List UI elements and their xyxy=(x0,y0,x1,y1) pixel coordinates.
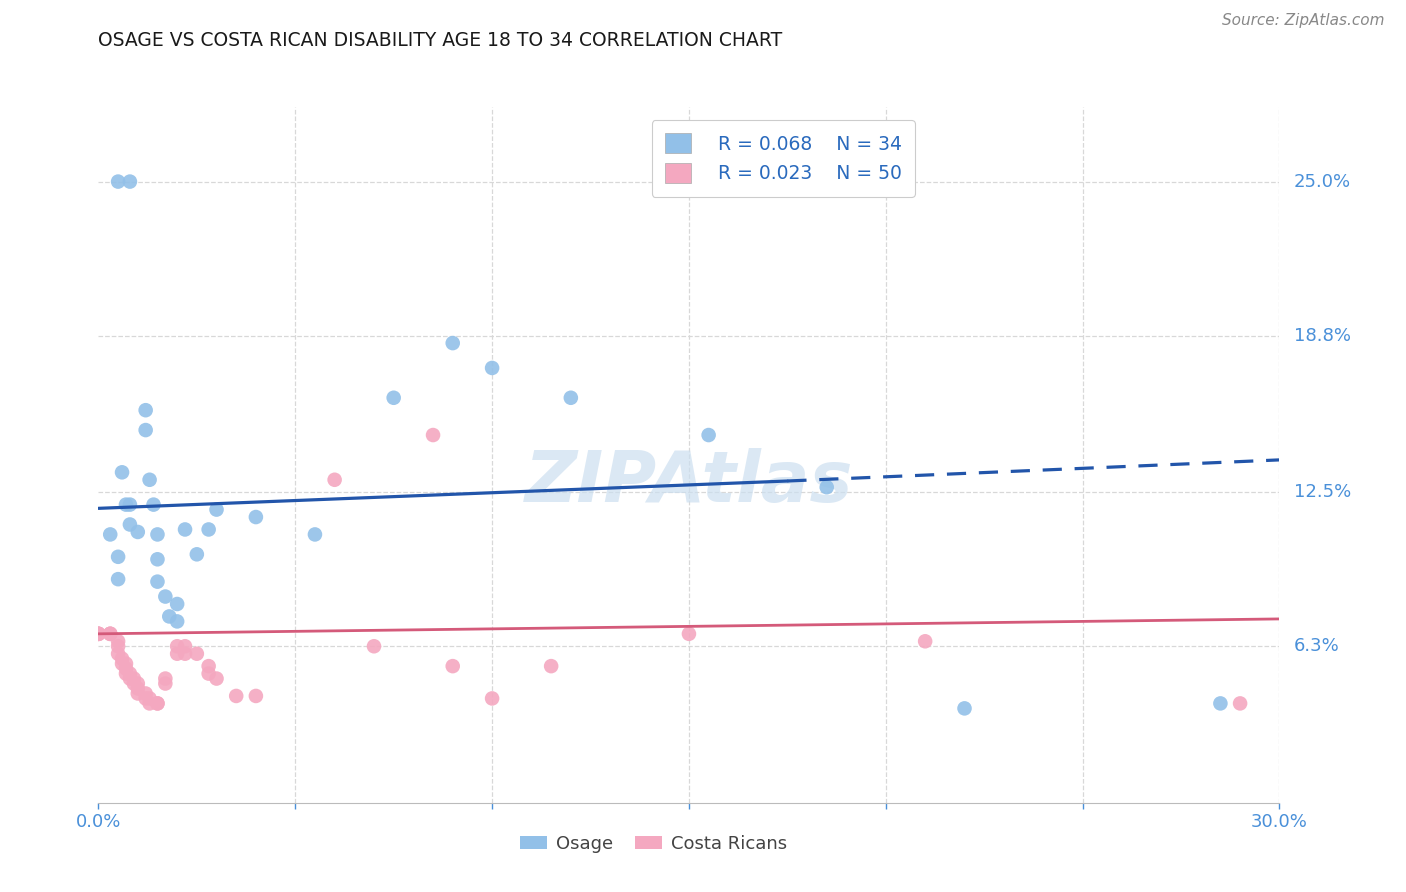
Point xyxy=(138,691,160,706)
Point xyxy=(107,175,129,189)
Point xyxy=(155,672,177,686)
Point xyxy=(127,681,149,696)
Point xyxy=(135,423,157,437)
Point xyxy=(107,549,129,564)
Point xyxy=(146,574,169,589)
Point xyxy=(197,666,219,681)
Point xyxy=(166,639,188,653)
Point xyxy=(155,590,177,604)
Point xyxy=(118,666,141,681)
Point xyxy=(138,473,160,487)
Point xyxy=(87,627,110,641)
Point xyxy=(245,689,267,703)
Point xyxy=(87,627,110,641)
Point xyxy=(115,666,138,681)
Point xyxy=(118,672,141,686)
Point xyxy=(111,657,134,671)
Point xyxy=(186,547,208,561)
Point xyxy=(815,480,838,494)
Point xyxy=(174,647,197,661)
Point xyxy=(138,697,160,711)
Point xyxy=(166,647,188,661)
Point xyxy=(1229,697,1251,711)
Point xyxy=(197,659,219,673)
Point xyxy=(382,391,405,405)
Point xyxy=(135,691,157,706)
Point xyxy=(205,672,228,686)
Point xyxy=(166,597,188,611)
Point xyxy=(115,498,138,512)
Point xyxy=(197,523,219,537)
Point xyxy=(441,659,464,673)
Text: 12.5%: 12.5% xyxy=(1294,483,1351,501)
Point xyxy=(98,627,121,641)
Point xyxy=(323,473,346,487)
Point xyxy=(678,627,700,641)
Point xyxy=(111,466,134,480)
Point xyxy=(540,659,562,673)
Point xyxy=(481,691,503,706)
Point xyxy=(87,627,110,641)
Point xyxy=(186,647,208,661)
Legend: Osage, Costa Ricans: Osage, Costa Ricans xyxy=(513,828,794,860)
Point xyxy=(146,697,169,711)
Text: ZIPAtlas: ZIPAtlas xyxy=(524,449,853,517)
Point xyxy=(115,662,138,676)
Point xyxy=(87,627,110,641)
Text: Source: ZipAtlas.com: Source: ZipAtlas.com xyxy=(1222,13,1385,29)
Point xyxy=(146,552,169,566)
Point xyxy=(118,517,141,532)
Text: OSAGE VS COSTA RICAN DISABILITY AGE 18 TO 34 CORRELATION CHART: OSAGE VS COSTA RICAN DISABILITY AGE 18 T… xyxy=(98,31,783,50)
Point xyxy=(174,523,197,537)
Point xyxy=(481,361,503,376)
Point xyxy=(127,686,149,700)
Point xyxy=(98,527,121,541)
Point xyxy=(697,428,720,442)
Point xyxy=(127,524,149,539)
Point xyxy=(135,403,157,417)
Point xyxy=(560,391,582,405)
Point xyxy=(245,510,267,524)
Point xyxy=(441,336,464,351)
Point xyxy=(127,676,149,690)
Point xyxy=(142,498,165,512)
Point xyxy=(122,676,145,690)
Point xyxy=(146,697,169,711)
Point xyxy=(118,175,141,189)
Point xyxy=(107,572,129,586)
Point xyxy=(111,651,134,665)
Point xyxy=(1209,697,1232,711)
Text: 18.8%: 18.8% xyxy=(1294,326,1351,344)
Point xyxy=(914,634,936,648)
Point xyxy=(304,527,326,541)
Point xyxy=(166,615,188,629)
Point xyxy=(157,609,180,624)
Point xyxy=(107,647,129,661)
Point xyxy=(953,701,976,715)
Text: 25.0%: 25.0% xyxy=(1294,172,1351,191)
Point xyxy=(122,672,145,686)
Point xyxy=(422,428,444,442)
Point xyxy=(118,498,141,512)
Point xyxy=(205,502,228,516)
Text: 6.3%: 6.3% xyxy=(1294,637,1340,656)
Point xyxy=(225,689,247,703)
Point xyxy=(174,639,197,653)
Point xyxy=(155,676,177,690)
Point xyxy=(107,634,129,648)
Point xyxy=(107,639,129,653)
Point xyxy=(115,657,138,671)
Point xyxy=(363,639,385,653)
Point xyxy=(135,686,157,700)
Point xyxy=(146,527,169,541)
Point xyxy=(98,627,121,641)
Point xyxy=(98,627,121,641)
